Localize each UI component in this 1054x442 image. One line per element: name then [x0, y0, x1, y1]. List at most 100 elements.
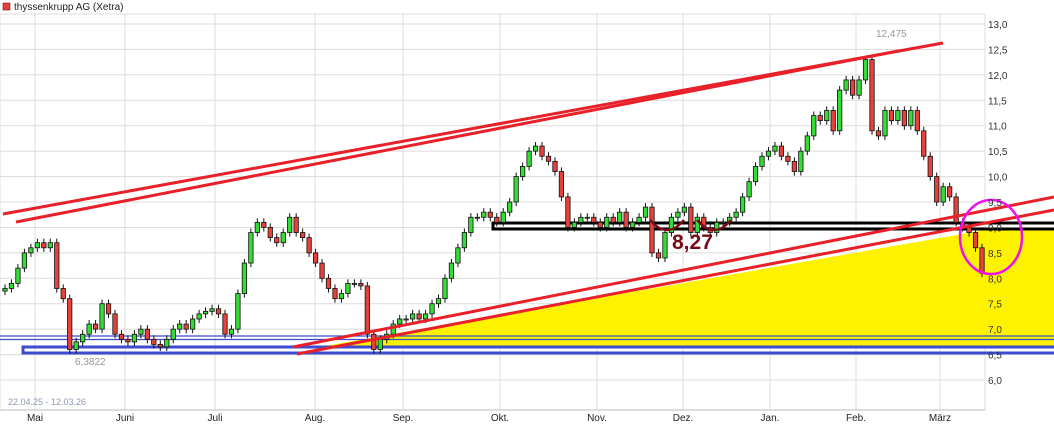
candle-body — [953, 196, 959, 223]
candle — [371, 330, 377, 354]
candle-body — [539, 145, 545, 157]
lower-channel-line-2 — [296, 208, 1054, 356]
candle — [435, 294, 442, 308]
candle — [41, 238, 47, 252]
candle — [202, 307, 209, 318]
candle-body — [177, 323, 183, 330]
candle-body — [934, 176, 940, 203]
candle-body — [306, 237, 312, 254]
y-tick-label: 7,0 — [988, 325, 1002, 336]
candle — [151, 335, 157, 349]
candle — [830, 106, 836, 135]
candle — [921, 126, 927, 161]
candle-body — [351, 282, 357, 285]
candle-body — [41, 242, 47, 249]
candle — [972, 228, 979, 252]
y-tick-label: 7,5 — [988, 300, 1002, 311]
candle-body — [532, 145, 539, 152]
candle-body — [99, 303, 105, 330]
candle-body — [474, 216, 480, 219]
candle — [584, 213, 590, 222]
candle — [461, 228, 467, 252]
candle-body — [151, 338, 157, 345]
candle-body — [481, 211, 487, 218]
candle — [539, 141, 545, 161]
candle — [455, 243, 461, 268]
candle — [714, 218, 720, 237]
candle-body — [655, 252, 662, 259]
candle-body — [649, 206, 655, 254]
candle — [306, 233, 312, 257]
y-tick-label: 6,0 — [988, 376, 1002, 387]
candle-body — [623, 211, 629, 228]
candle-body — [824, 110, 830, 122]
candle-body — [222, 313, 228, 335]
candle — [785, 152, 791, 166]
candle — [526, 147, 532, 171]
candle-body — [545, 155, 552, 162]
candle-body — [364, 285, 370, 335]
candle-body — [862, 59, 869, 81]
candle-body — [190, 318, 196, 330]
y-tick-label: 8,0 — [988, 274, 1002, 285]
candle — [617, 208, 623, 227]
candle-body — [92, 323, 99, 330]
candle — [934, 172, 940, 207]
candle — [15, 264, 21, 288]
candle-body — [552, 160, 558, 172]
candle-body — [345, 282, 351, 294]
candle — [468, 213, 474, 237]
month-label: Nov. — [587, 413, 607, 424]
candle-body — [80, 333, 86, 343]
candle — [60, 284, 66, 303]
candle-body — [312, 252, 319, 264]
candle — [759, 152, 765, 171]
candle-body — [778, 145, 785, 157]
candle-body — [759, 155, 765, 167]
candle-body — [274, 237, 280, 244]
y-tick-label: 10,5 — [988, 147, 1008, 158]
candle — [190, 314, 196, 334]
candle — [280, 228, 286, 247]
candle-body — [947, 186, 953, 198]
candle — [895, 106, 901, 125]
candle-body — [901, 110, 907, 127]
candle — [105, 299, 112, 318]
candle-body — [325, 277, 332, 289]
candle-body — [144, 328, 150, 340]
candle-body — [300, 232, 306, 239]
candle — [545, 152, 552, 166]
candle-body — [662, 232, 668, 259]
candle — [364, 281, 370, 339]
candle — [565, 192, 571, 232]
candle-body — [740, 196, 746, 213]
candle — [164, 335, 170, 352]
candle — [901, 106, 907, 130]
candle — [882, 106, 888, 140]
candle — [300, 228, 306, 242]
candle-body — [338, 293, 345, 300]
month-label: Sep. — [393, 413, 414, 424]
candle — [125, 335, 131, 346]
candle-body — [67, 298, 73, 350]
candle-body — [60, 288, 66, 300]
candle — [740, 192, 746, 217]
candle-body — [668, 216, 675, 233]
candle — [241, 258, 247, 298]
month-label: Jan. — [761, 413, 780, 424]
candle-body — [86, 323, 92, 335]
candle-body — [487, 211, 493, 218]
candle-body — [927, 155, 933, 177]
candle-body — [170, 328, 176, 340]
candle-body — [235, 293, 241, 330]
candle — [8, 279, 15, 293]
candle — [752, 162, 759, 186]
y-tick-label: 12,0 — [988, 71, 1008, 82]
candle-body — [856, 79, 862, 96]
candle-body — [565, 196, 571, 228]
candle — [733, 208, 739, 222]
candle — [811, 111, 817, 140]
highlight-circle — [958, 198, 1024, 276]
candle — [138, 325, 144, 339]
candle — [552, 157, 558, 176]
